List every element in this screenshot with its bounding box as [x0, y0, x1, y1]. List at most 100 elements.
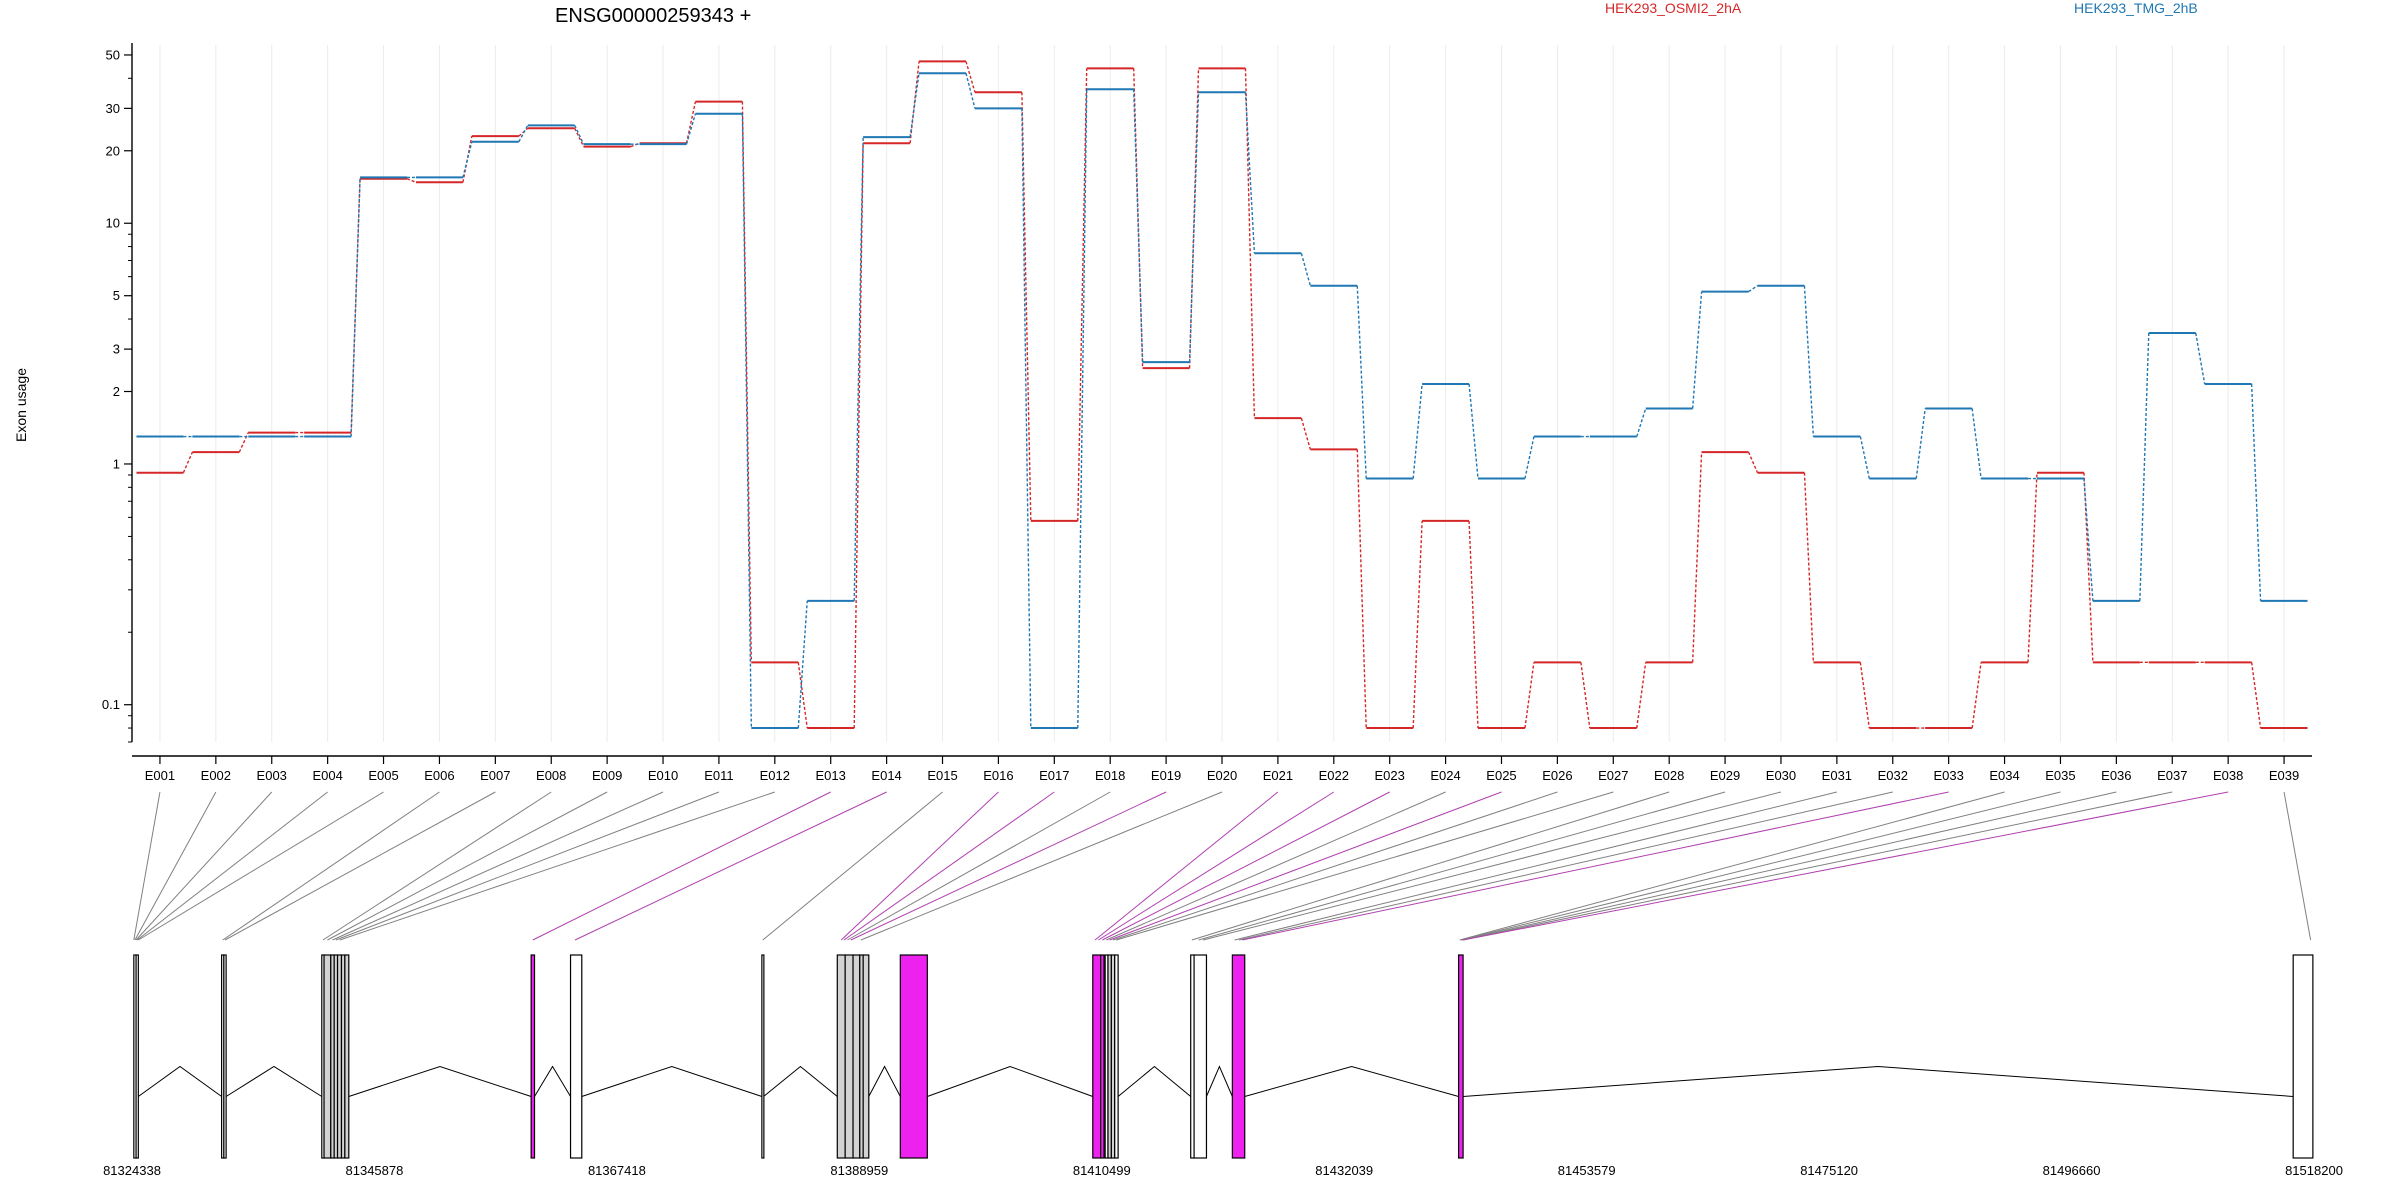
connector-e035	[1460, 791, 2061, 941]
series-connector	[1412, 520, 1423, 729]
exon-block-e019	[862, 954, 870, 1159]
exon-block-e016	[844, 954, 854, 1159]
connector-e007	[224, 791, 496, 941]
connector-e002	[134, 791, 217, 941]
connector-e020	[860, 791, 1223, 941]
series-connector	[1021, 92, 1032, 521]
series-connector	[1300, 417, 1311, 450]
x-tick-label-e003: E003	[257, 768, 287, 783]
y-tick-label: 3	[113, 342, 120, 357]
series-connector	[1859, 662, 1870, 729]
series-connector	[1748, 285, 1758, 293]
connector-e029	[1198, 791, 1726, 941]
series-connector	[1412, 383, 1423, 479]
x-tick-label-e029: E029	[1710, 768, 1740, 783]
connector-e028	[1191, 791, 1670, 941]
coordinate-label: 81518200	[2285, 1163, 2343, 1178]
connector-e016	[840, 791, 999, 941]
x-axis: E001 E002 E003 E004 E005 E006 E007 E008 E009 E010…	[132, 755, 2312, 783]
coordinate-label: 81496660	[2043, 1163, 2101, 1178]
y-tick-label: 30	[106, 101, 120, 116]
connector-e004	[136, 791, 328, 941]
series-connector	[909, 73, 920, 138]
series-connector	[1803, 285, 1815, 437]
series-connector	[1691, 291, 1703, 409]
x-tick-label-e034: E034	[1989, 768, 2019, 783]
intron-line	[138, 1065, 222, 1097]
series-connector	[2250, 383, 2262, 601]
x-tick-label-e023: E023	[1375, 768, 1405, 783]
connector-e018	[847, 791, 1111, 941]
series-connector	[2195, 332, 2206, 385]
connector-e037	[1462, 791, 2173, 941]
connector-e032	[1238, 791, 1893, 941]
x-tick-label-e026: E026	[1542, 768, 1572, 783]
exon-block-e004	[223, 954, 227, 1159]
gene-model-track	[133, 954, 2314, 1159]
y-tick-label: 10	[106, 216, 120, 231]
x-tick-label-e028: E028	[1654, 768, 1684, 783]
connector-e015	[762, 791, 943, 941]
series-connector	[1356, 449, 1367, 729]
series-connector	[182, 451, 194, 473]
x-tick-label-e009: E009	[592, 768, 622, 783]
x-tick-label-e014: E014	[871, 768, 901, 783]
exon-block-e012	[530, 954, 536, 1159]
genomic-coordinate-labels: 81324338 81345878 81367418 81388959 81410499…	[103, 1163, 2343, 1178]
series-connector	[1021, 108, 1032, 729]
intron-line	[927, 1065, 1093, 1097]
exon-block-e020	[899, 954, 928, 1159]
x-tick-label-e011: E011	[704, 768, 733, 783]
series-connector	[1468, 383, 1479, 479]
connector-e009	[327, 791, 608, 941]
exon-block-e028	[1193, 954, 1208, 1159]
x-tick-label-e030: E030	[1766, 768, 1796, 783]
x-tick-label-e038: E038	[2213, 768, 2243, 783]
x-tick-label-e017: E017	[1039, 768, 1069, 783]
x-tick-label-e027: E027	[1598, 768, 1628, 783]
x-tick-label-e022: E022	[1319, 768, 1349, 783]
intron-line	[1244, 1065, 1459, 1097]
intron-line	[534, 1065, 571, 1097]
x-tick-label-e020: E020	[1207, 768, 1237, 783]
x-tick-label-e001: E001	[145, 768, 175, 783]
series-connector	[741, 101, 753, 663]
exon-block-e021	[1092, 954, 1102, 1159]
x-tick-label-e004: E004	[312, 768, 342, 783]
series-connector	[1971, 662, 1982, 729]
exon-block-e011	[344, 954, 350, 1159]
x-tick-label-e005: E005	[368, 768, 398, 783]
x-tick-label-e019: E019	[1151, 768, 1181, 783]
coordinate-label: 81453579	[1558, 1163, 1616, 1178]
intron-line	[581, 1065, 763, 1097]
series-connector	[1691, 452, 1703, 663]
y-tick-label: 5	[113, 288, 120, 303]
x-tick-label-e012: E012	[760, 768, 790, 783]
connector-e025	[1109, 791, 1502, 941]
coordinate-label: 81324338	[103, 1163, 161, 1178]
connector-e013	[532, 791, 831, 941]
intron-line	[1463, 1065, 2294, 1097]
series-tmg	[136, 72, 2308, 730]
exon-block-e014	[761, 954, 765, 1159]
connector-e031	[1234, 791, 1837, 941]
connector-e021	[1094, 791, 1279, 941]
y-tick-label: 20	[106, 143, 120, 158]
x-tick-label-e010: E010	[648, 768, 678, 783]
series-connector	[1132, 89, 1144, 363]
exon-block-e029	[1231, 954, 1246, 1159]
coordinate-label: 81367418	[588, 1163, 646, 1178]
connector-e014	[574, 791, 887, 941]
series-connector	[685, 113, 697, 145]
connector-e030	[1202, 791, 1782, 941]
connector-e027	[1116, 791, 1614, 941]
y-tick-label: 50	[106, 47, 120, 62]
series-connector	[518, 125, 529, 143]
x-tick-label-e037: E037	[2157, 768, 2187, 783]
exon-block-e030	[1457, 954, 1464, 1159]
vertical-gridlines	[159, 45, 2285, 742]
y-tick-label: 0.1	[102, 697, 120, 712]
x-tick-label-e031: E031	[1822, 768, 1852, 783]
series-connector	[1636, 408, 1647, 437]
